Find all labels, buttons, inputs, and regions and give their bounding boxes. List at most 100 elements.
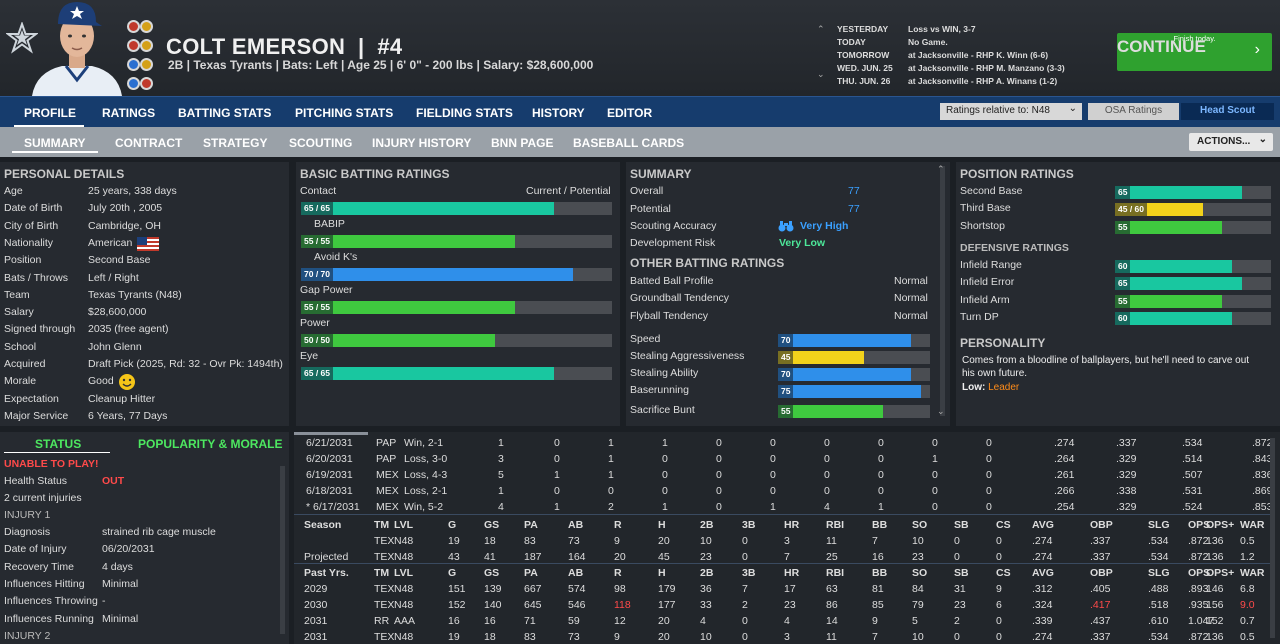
award-badge-icon[interactable]	[140, 58, 153, 71]
stat-cell: 9	[996, 583, 1002, 595]
batting-rating-bar-value: 50 / 50	[301, 334, 333, 347]
stat-cell: PAP	[376, 437, 397, 449]
schedule-day: TODAY	[837, 37, 866, 47]
schedule-row[interactable]: WED. JUN. 25 at Jacksonville - RHP M. Man…	[837, 63, 1065, 76]
team-star-logo[interactable]	[6, 22, 38, 54]
past-season-row[interactable]: 2031 RR AAA 16 16 71 59 12 20 4 0 4 14 9 5 2 0.339.437.6…	[294, 613, 1280, 629]
tab-history[interactable]: HISTORY	[532, 106, 585, 120]
stat-cell: SB	[954, 567, 969, 579]
schedule-info: at Jacksonville - RHP K. Winn (6-6)	[908, 50, 1049, 60]
stat-cell: AVG	[1032, 567, 1054, 579]
schedule-row[interactable]: TOMORROW at Jacksonville - RHP K. Winn (6…	[837, 50, 1065, 63]
tab-pitching-stats[interactable]: PITCHING STATS	[295, 106, 394, 120]
stat-cell: 83	[524, 631, 536, 643]
stat-cell: 12	[614, 615, 626, 627]
stat-cell: R	[614, 567, 622, 579]
schedule-scroll[interactable]: ⌃ ⌄	[817, 24, 827, 80]
tab-ratings[interactable]: RATINGS	[102, 106, 156, 120]
detail-label: Signed through	[4, 323, 76, 336]
chevron-down-icon[interactable]: ⌄	[937, 406, 945, 416]
head-scout-button[interactable]: Head Scout	[1181, 103, 1274, 120]
stats-header-row[interactable]: Season TM LVL G GS PA AB R H 2B 3B HR RBI BB SO SB CS AVG…	[294, 517, 1280, 533]
stat-cell: 0	[554, 453, 560, 465]
schedule-row[interactable]: TODAY No Game.	[837, 37, 1065, 50]
stat-cell: 1	[878, 501, 884, 513]
continue-button[interactable]: CONTINUE Finish today. ›	[1117, 33, 1272, 71]
detail-value: Cambridge, OH	[88, 219, 161, 232]
schedule-info: Loss vs WIN, 3-7	[908, 24, 976, 34]
stat-cell: .514	[1182, 453, 1203, 465]
chevron-up-icon[interactable]: ⌃	[937, 164, 945, 174]
season-row[interactable]: Projected TEX N48 43 41 187 164 20 45 23 0 7 25 16 23 0…	[294, 549, 1280, 565]
subtab-bnn-page[interactable]: BNN PAGE	[491, 136, 554, 150]
stats-scroll-indicator[interactable]	[294, 432, 368, 435]
detail-value: Cleanup Hitter	[88, 392, 156, 405]
summary-scrollbar[interactable]	[940, 166, 945, 416]
detail-value: July 20th , 2005	[88, 202, 163, 215]
stat-cell: 18	[484, 535, 496, 547]
game-log-row[interactable]: 6/18/2031 MEX Loss, 2-1 1 0 0 0 0 0 0 0 0 0 .266 .338.…	[294, 483, 1280, 499]
stat-cell: WAR	[1240, 567, 1265, 579]
tab-editor[interactable]: EDITOR	[607, 106, 653, 120]
stat-cell: Win, 2-1	[404, 437, 444, 449]
stat-cell: 7	[742, 583, 748, 595]
tab-fielding-stats[interactable]: FIELDING STATS	[416, 106, 513, 120]
schedule-row[interactable]: YESTERDAY Loss vs WIN, 3-7	[837, 24, 1065, 37]
development-risk-value: Very Low	[779, 237, 826, 249]
award-badge-icon[interactable]	[127, 20, 140, 33]
stat-cell: HR	[784, 519, 800, 531]
batting-rating-bar-fill	[301, 367, 554, 380]
past-season-row[interactable]: 2029 TEX N48 151 139 667 574 98 179 36 7 17 63 81 84 31…	[294, 581, 1280, 597]
defense-rating-bar: 55	[1115, 294, 1271, 308]
award-badge-icon[interactable]	[140, 20, 153, 33]
award-badge-icon[interactable]	[127, 58, 140, 71]
stat-cell: 11	[826, 535, 837, 547]
stat-cell: 1	[498, 485, 504, 497]
position-rating-bar: 55	[1115, 220, 1271, 234]
season-row[interactable]: TEX N48 19 18 83 73 9 20 10 0 3 11 7 10 0 0 .274 .337 .534…	[294, 533, 1280, 549]
stat-cell: N48	[394, 551, 414, 563]
stats-scrollbar[interactable]	[1270, 438, 1275, 638]
chevron-up-icon[interactable]: ⌃	[817, 24, 825, 34]
scouting-accuracy-label: Scouting Accuracy	[630, 220, 717, 232]
award-badge-icon[interactable]	[140, 39, 153, 52]
tab-status[interactable]: STATUS	[35, 437, 82, 451]
stat-cell: SLG	[1148, 519, 1170, 531]
personal-detail-row: Morale Good	[4, 375, 289, 392]
defense-rating-bar-fill	[1115, 311, 1232, 325]
osa-ratings-button[interactable]: OSA Ratings	[1088, 103, 1179, 120]
past-season-row[interactable]: 2030 TEX N48 152 140 645 546 118 177 33 2 23 86 85 79 2…	[294, 597, 1280, 613]
batting-rating-bar-value: 65 / 65	[301, 367, 333, 380]
award-badge-icon[interactable]	[127, 77, 140, 90]
subtab-contract[interactable]: CONTRACT	[115, 136, 183, 150]
past-season-row[interactable]: 2031 TEX N48 19 18 83 73 9 20 10 0 3 11 7 10 0 0 .274 .337…	[294, 629, 1280, 644]
personal-detail-row: Nationality American	[4, 237, 289, 254]
subtab-strategy[interactable]: STRATEGY	[203, 136, 268, 150]
defense-rating-bar: 60	[1115, 260, 1271, 273]
schedule-row[interactable]: THU. JUN. 26 at Jacksonville - RHP A. Win…	[837, 76, 1065, 89]
chevron-down-icon[interactable]: ⌄	[817, 69, 825, 79]
stat-cell: 71	[524, 615, 536, 627]
tendency-value: Normal	[894, 309, 928, 322]
subtab-summary[interactable]: SUMMARY	[24, 136, 86, 150]
award-badge-icon[interactable]	[140, 77, 153, 90]
tab-popularity-morale[interactable]: POPULARITY & MORALE	[138, 437, 283, 451]
stat-cell: 0	[878, 437, 884, 449]
actions-dropdown[interactable]: ACTIONS... ⌄	[1189, 133, 1273, 151]
status-scrollbar[interactable]	[280, 466, 285, 634]
stat-cell: 151	[448, 583, 466, 595]
subtab-scouting[interactable]: SCOUTING	[289, 136, 353, 150]
game-log-row[interactable]: 6/21/2031 PAP Win, 2-1 1 0 1 1 0 0 0 0 0 0 .274 .337 .5…	[294, 435, 1280, 451]
game-log-row[interactable]: 6/20/2031 PAP Loss, 3-0 3 0 1 0 0 0 0 0 1 0 .264 .329.…	[294, 451, 1280, 467]
stats-header-row[interactable]: Past Yrs. TM LVL G GS PA AB R H 2B 3B HR RBI BB SO SB CS…	[294, 565, 1280, 581]
tab-batting-stats[interactable]: BATTING STATS	[178, 106, 272, 120]
game-log-row[interactable]: 6/19/2031 MEX Loss, 4-3 5 1 1 0 0 0 0 0 0 0 .261 .329.…	[294, 467, 1280, 483]
ratings-relative-select[interactable]: Ratings relative to: N48 ⌄	[940, 103, 1082, 120]
award-badge-icon[interactable]	[127, 39, 140, 52]
tab-profile[interactable]: PROFILE	[24, 106, 77, 120]
personal-detail-row: Age 25 years, 338 days	[4, 185, 289, 202]
stat-cell: AAA	[394, 615, 416, 627]
game-log-row[interactable]: * 6/17/2031 MEX Win, 5-2 4 1 2 1 0 1 4 1 0 0 .254 .329…	[294, 499, 1280, 515]
subtab-baseball-cards[interactable]: BASEBALL CARDS	[573, 136, 685, 150]
subtab-injury-history[interactable]: INJURY HISTORY	[372, 136, 472, 150]
